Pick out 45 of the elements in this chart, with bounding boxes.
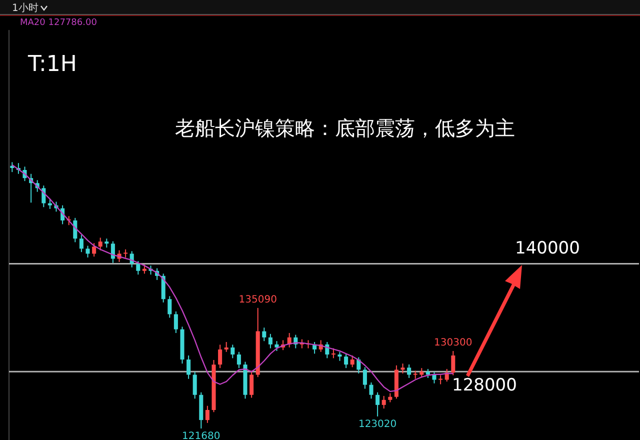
annotation: 123020 <box>358 419 397 430</box>
ref-line-label: 140000 <box>515 238 580 259</box>
candlestick <box>362 366 367 390</box>
candlestick <box>344 353 348 369</box>
candlestick <box>350 354 354 368</box>
candlestick <box>376 392 380 417</box>
candlestick <box>382 395 386 410</box>
candlestick <box>369 382 374 400</box>
candlestick <box>262 327 266 342</box>
candlestick <box>130 250 134 268</box>
candlestick <box>250 370 254 398</box>
candlestick <box>92 242 96 258</box>
candlestick <box>230 344 235 359</box>
annotation: 135090 <box>238 294 277 306</box>
candlestick <box>174 310 178 334</box>
candlestick <box>42 185 46 208</box>
candlestick <box>407 364 412 378</box>
candlestick <box>48 198 52 210</box>
text: 127786.00 <box>48 18 97 28</box>
text: 老船长沪镍策略：底部震荡，低多为主 <box>175 115 515 142</box>
annotation: 130300 <box>434 338 472 349</box>
annotation: T:1H <box>28 52 77 77</box>
candlestick <box>236 351 241 369</box>
candlestick <box>400 363 405 374</box>
text: MA20 <box>20 18 46 28</box>
candlestick <box>161 273 166 303</box>
candlestick <box>205 405 210 424</box>
candlestick <box>451 350 456 376</box>
candlestick <box>268 333 272 349</box>
candlestick <box>136 260 140 276</box>
candlestick <box>98 237 102 251</box>
candlestick <box>168 296 172 318</box>
candlestick <box>444 368 449 382</box>
annotation: 121680 <box>182 431 220 440</box>
candlestick <box>79 234 84 253</box>
ref-line-label: 128000 <box>452 376 517 396</box>
candlestick <box>86 245 90 258</box>
candlestick <box>224 341 228 352</box>
candlestick <box>218 344 222 369</box>
candlestick <box>274 340 279 352</box>
candlestick <box>432 371 436 384</box>
text: 1小时 <box>12 2 38 15</box>
candlestick <box>110 240 115 264</box>
candlestick <box>192 371 197 400</box>
candlestick <box>186 354 191 380</box>
